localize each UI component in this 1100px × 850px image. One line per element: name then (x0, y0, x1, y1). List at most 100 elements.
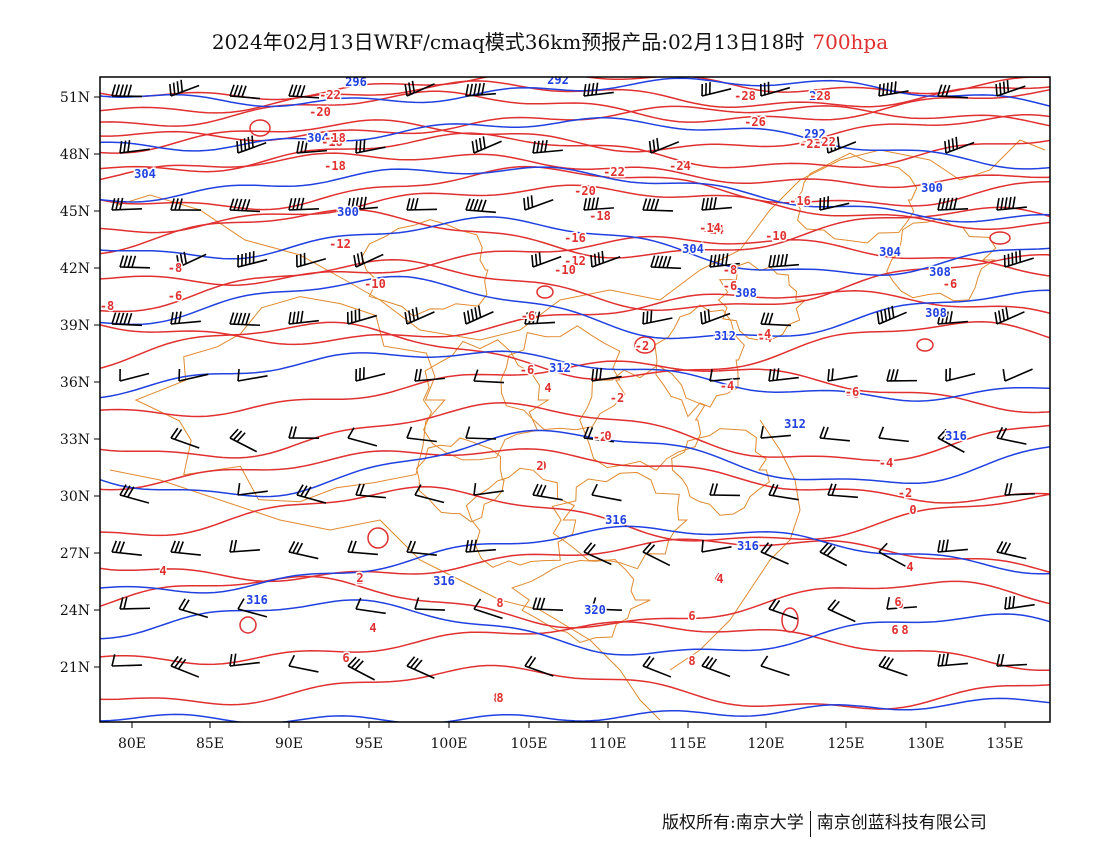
wind-barb (353, 251, 384, 268)
temperature-label: -26 (744, 115, 766, 129)
temperature-isoline (100, 152, 1050, 189)
height-label: 292 (804, 127, 826, 141)
temperature-label: -8 (723, 263, 737, 277)
temperature-isoline (100, 448, 1050, 504)
wind-barb (414, 368, 445, 382)
chart-title: 2024年02月13日WRF/cmaq模式36km预报产品:02月13日18时 7… (0, 26, 1100, 55)
height-label: 308 (925, 306, 947, 320)
height-label: 296 (345, 75, 367, 89)
height-label: 304 (879, 245, 901, 259)
wind-barb (583, 426, 614, 443)
lon-label: 110E (590, 736, 627, 752)
wind-barb (642, 655, 672, 678)
temperature-closed-isoline (634, 336, 656, 354)
wind-barb (288, 541, 319, 560)
wind-barb (709, 369, 740, 382)
wind-barb (937, 428, 965, 453)
height-label: 316 (737, 539, 759, 553)
temperature-label: -4 (879, 456, 893, 470)
wind-barb (945, 368, 976, 382)
height-isoline (100, 117, 1050, 170)
wind-barb (406, 426, 437, 443)
lat-label: 45N (60, 204, 90, 220)
temperature-label: 0 (539, 459, 546, 473)
lon-label: 105E (511, 736, 548, 752)
wind-barb (701, 539, 732, 553)
temperature-label: -2 (593, 430, 607, 444)
wind-barb (288, 426, 320, 439)
wind-barb (650, 255, 682, 270)
province-boundary (134, 296, 446, 503)
temperature-label: 2 (536, 459, 543, 473)
temperature-label: -20 (309, 105, 331, 119)
wind-barb (827, 368, 858, 382)
temperature-label: -20 (574, 184, 596, 198)
wind-barb (876, 305, 907, 325)
wind-barb (591, 483, 622, 502)
temperature-label: 4 (906, 560, 913, 574)
temperature-label: 8 (688, 654, 695, 668)
wind-barb (237, 368, 268, 382)
height-isoline (100, 275, 1050, 340)
temperature-label: -28 (809, 89, 831, 103)
temperature-label: -12 (329, 237, 351, 251)
wind-barb (347, 196, 378, 211)
province-boundary (551, 471, 689, 570)
lon-label: 100E (431, 736, 468, 752)
temperature-isoline (100, 321, 1050, 380)
lat-label: 42N (60, 261, 90, 277)
wind-barb (347, 540, 378, 556)
wind-barb (119, 140, 150, 154)
wind-barb (642, 310, 673, 325)
wind-barb (119, 368, 150, 382)
wind-barb (760, 542, 789, 565)
height-label: 292 (809, 89, 831, 103)
wind-barb (994, 307, 1025, 325)
temperature-label: 2 (356, 573, 363, 587)
wind-barb (532, 139, 563, 154)
height-label: 304 (682, 242, 704, 256)
wind-barb (709, 253, 740, 268)
temperature-closed-isoline (916, 338, 934, 352)
temperature-label: -8 (100, 299, 114, 313)
temperature-label: -2 (635, 339, 649, 353)
wind-barb (288, 197, 320, 211)
wind-barb (878, 426, 909, 443)
temperature-label: -28 (734, 89, 756, 103)
height-label: 312 (549, 361, 571, 375)
height-isoline (100, 429, 1050, 498)
wind-barb (170, 198, 202, 211)
province-boundary (500, 325, 626, 431)
province-boundary (794, 152, 918, 244)
temperature-closed-isoline (989, 231, 1011, 245)
wind-barb (111, 654, 143, 667)
temperature-label: -22 (799, 137, 821, 151)
wind-barb (229, 84, 260, 100)
province-boundary (671, 428, 770, 516)
wind-barb (465, 82, 496, 97)
temperature-contours (100, 77, 1050, 710)
wind-barb (709, 483, 741, 497)
lat-label: 39N (60, 318, 90, 334)
temperature-label: 4 (369, 621, 376, 635)
temperature-label: -6 (723, 279, 737, 293)
wind-barb (583, 197, 614, 211)
wind-barb (465, 426, 497, 440)
lat-label: 27N (60, 546, 90, 562)
wind-barb (937, 197, 969, 211)
wind-barb (406, 197, 438, 211)
province-boundary (579, 364, 706, 471)
temperature-isoline (100, 88, 1050, 127)
wind-barb (591, 367, 622, 382)
wind-barb (236, 135, 267, 154)
wind-barb (878, 81, 909, 97)
wind-barb (406, 540, 437, 557)
temperature-label: 6 (894, 595, 901, 609)
wind-barb (760, 655, 790, 677)
wind-barb (819, 426, 850, 442)
lon-label: 130E (908, 736, 945, 752)
temperature-label: -6 (168, 289, 182, 303)
temperature-label: -4 (757, 327, 771, 341)
wind-barb (591, 597, 623, 611)
temperature-label: -6 (943, 277, 957, 291)
